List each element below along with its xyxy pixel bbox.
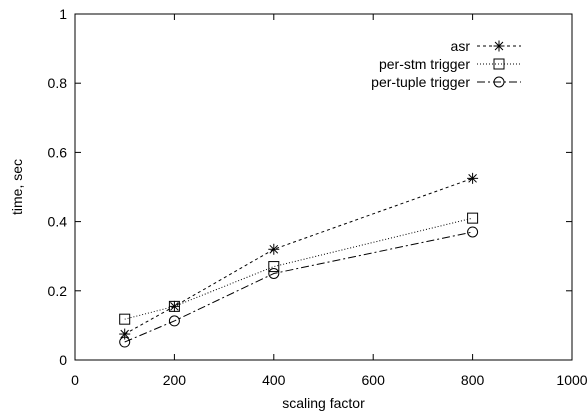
x-tick-label: 0: [71, 372, 79, 388]
legend-marker-star: [493, 40, 505, 52]
x-tick-label: 600: [362, 372, 386, 388]
x-tick-label: 400: [262, 372, 286, 388]
data-point-square: [168, 300, 180, 312]
y-tick-label: 0.8: [48, 75, 68, 91]
series-layer: [119, 172, 479, 348]
plot-frame: [74, 13, 573, 361]
legend-marker-circle: [493, 76, 505, 88]
y-tick-label: 0.2: [48, 283, 68, 299]
legend-label: per-stm trigger: [379, 56, 470, 72]
series-line-0: [124, 177, 473, 335]
data-point-circle: [119, 336, 131, 348]
data-point-circle: [268, 268, 280, 279]
y-tick-label: 0.4: [48, 214, 68, 230]
data-point-circle: [467, 226, 479, 238]
data-point-square: [467, 212, 479, 224]
legend: asr per-stm trigger per-tuple trigger: [371, 38, 521, 90]
data-point-star: [119, 328, 131, 340]
x-tick-label: 200: [163, 372, 187, 388]
axis-ticks: 0 200 400 600 800 1000 0 0.2 0.4 0.6 0.8 1: [48, 6, 587, 388]
data-point-circle: [168, 315, 180, 327]
y-tick-label: 1: [59, 6, 67, 22]
x-tick-label: 1000: [556, 372, 587, 388]
x-axis-label: scaling factor: [282, 395, 365, 411]
data-point-star: [268, 243, 280, 255]
y-tick-label: 0: [59, 352, 67, 368]
x-tick-label: 800: [461, 372, 485, 388]
legend-label: per-tuple trigger: [371, 74, 470, 90]
data-point-square: [119, 313, 131, 325]
legend-label: asr: [451, 38, 471, 54]
y-tick-label: 0.6: [48, 144, 68, 160]
y-axis-label: time, sec: [9, 159, 25, 215]
data-point-square: [268, 261, 280, 273]
legend-marker-square: [493, 58, 505, 70]
data-point-star: [467, 172, 479, 184]
